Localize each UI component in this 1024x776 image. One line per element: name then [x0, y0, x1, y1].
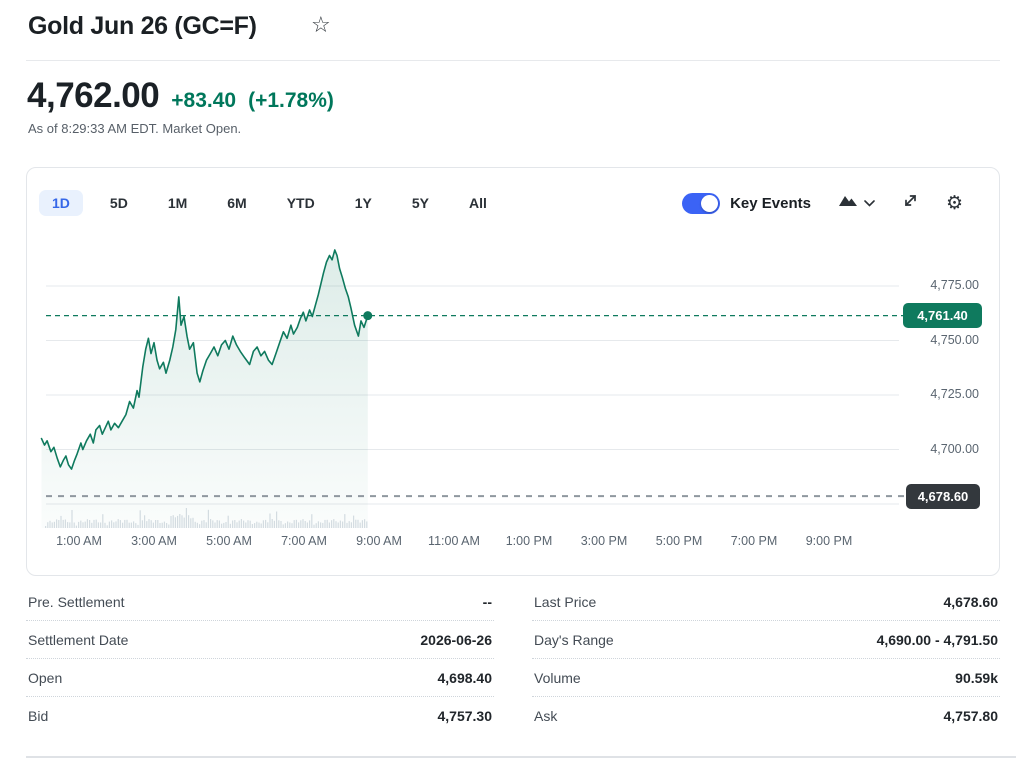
- quote-stats-table: Pre. Settlement -- Settlement Date 2026-06-…: [26, 583, 1000, 734]
- expand-icon: [902, 192, 919, 214]
- y-axis-tick: 4,725.00: [930, 387, 979, 401]
- stats-left-column: Pre. Settlement -- Settlement Date 2026-06-…: [26, 583, 494, 734]
- current-price-badge: 4,761.40: [903, 303, 982, 329]
- y-axis-tick: 4,775.00: [930, 278, 979, 292]
- stat-row: Bid 4,757.30: [26, 697, 494, 734]
- chevron-down-icon: [864, 194, 875, 212]
- range-tab-1y[interactable]: 1Y: [354, 195, 372, 211]
- stat-row: Open 4,698.40: [26, 659, 494, 697]
- stat-row: Settlement Date 2026-06-26: [26, 621, 494, 659]
- key-events-toggle[interactable]: [682, 192, 721, 214]
- stat-value: 4,757.30: [437, 708, 493, 724]
- price-row: 4,762.00 +83.40 (+1.78%): [27, 76, 334, 116]
- stat-value: --: [482, 594, 492, 610]
- stat-value: 4,698.40: [437, 670, 493, 686]
- stat-value: 4,678.60: [943, 594, 999, 610]
- chart-type-button[interactable]: [838, 194, 875, 212]
- range-tab-6m[interactable]: 6M: [227, 195, 247, 211]
- x-axis-tick: 1:00 AM: [56, 534, 102, 548]
- x-axis-tick: 3:00 PM: [580, 534, 628, 548]
- stat-row: Pre. Settlement --: [26, 583, 494, 621]
- range-tab-all[interactable]: All: [468, 195, 487, 211]
- stat-label: Ask: [534, 708, 558, 724]
- range-tab-1d[interactable]: 1D: [39, 190, 83, 216]
- stat-value: 4,690.00 - 4,791.50: [876, 632, 998, 648]
- stat-label: Volume: [534, 670, 581, 686]
- range-tab-5y[interactable]: 5Y: [411, 195, 429, 211]
- key-events-control: Key Events: [682, 192, 811, 214]
- x-axis-tick: 7:00 PM: [730, 534, 778, 548]
- stat-value: 2026-06-26: [420, 632, 492, 648]
- x-axis-tick: 5:00 AM: [206, 534, 252, 548]
- x-axis-tick: 7:00 AM: [281, 534, 327, 548]
- x-axis-tick: 1:00 PM: [505, 534, 553, 548]
- current-price: 4,762.00: [27, 76, 160, 115]
- stat-value: 4,757.80: [943, 708, 999, 724]
- stat-row: Volume 90.59k: [532, 659, 1000, 697]
- stat-label: Day's Range: [534, 632, 614, 648]
- range-tab-ytd[interactable]: YTD: [286, 195, 315, 211]
- stat-label: Open: [28, 670, 63, 686]
- favorite-star-icon[interactable]: ☆: [311, 13, 331, 38]
- key-events-label: Key Events: [730, 194, 811, 212]
- chart-card: 1D 5D 1M 6M YTD 1Y 5Y All Key Events ⚙: [26, 167, 1000, 576]
- stat-row: Ask 4,757.80: [532, 697, 1000, 734]
- chart-controls: Key Events ⚙: [682, 192, 963, 214]
- price-change: +83.40: [171, 89, 237, 112]
- previous-settlement-badge: 4,678.60: [906, 483, 980, 509]
- settings-button[interactable]: ⚙: [945, 191, 963, 214]
- range-tabs: 1D 5D 1M 6M YTD 1Y 5Y All: [39, 190, 500, 216]
- gear-icon: ⚙: [945, 191, 963, 214]
- stat-row: Last Price 4,678.60: [532, 583, 1000, 621]
- y-axis-tick: 4,750.00: [930, 332, 979, 347]
- area-chart-type-icon: [838, 194, 858, 212]
- range-tab-5d[interactable]: 5D: [109, 195, 128, 211]
- fullscreen-button[interactable]: [902, 192, 919, 214]
- y-axis-tick: 4,700.00: [930, 441, 979, 456]
- area-fill: [41, 250, 368, 528]
- stat-value: 90.59k: [955, 670, 998, 686]
- as-of-timestamp: As of 8:29:33 AM EDT. Market Open.: [28, 121, 242, 136]
- toggle-knob: [701, 194, 719, 212]
- x-axis-tick: 9:00 AM: [356, 534, 402, 548]
- stat-label: Bid: [28, 708, 49, 724]
- stat-label: Pre. Settlement: [28, 594, 125, 610]
- stat-label: Last Price: [534, 594, 597, 610]
- x-axis-tick: 9:00 PM: [805, 534, 853, 548]
- x-axis-tick: 5:00 PM: [655, 534, 703, 548]
- stats-right-column: Last Price 4,678.60 Day's Range 4,690.00 - …: [532, 583, 1000, 734]
- page-title: Gold Jun 26 (GC=F): [28, 12, 257, 40]
- stat-row: Day's Range 4,690.00 - 4,791.50: [532, 621, 1000, 659]
- section-divider: [26, 756, 1016, 758]
- stat-label: Settlement Date: [28, 632, 129, 648]
- x-axis-tick: 11:00 AM: [428, 534, 480, 548]
- price-chart[interactable]: [27, 168, 999, 575]
- header-divider: [26, 60, 1000, 61]
- price-line: [40, 249, 369, 470]
- last-price-dot: [363, 311, 373, 321]
- range-tab-1m[interactable]: 1M: [167, 195, 188, 211]
- x-axis-tick: 3:00 AM: [131, 534, 177, 548]
- price-change-percent: (+1.78%): [248, 89, 334, 112]
